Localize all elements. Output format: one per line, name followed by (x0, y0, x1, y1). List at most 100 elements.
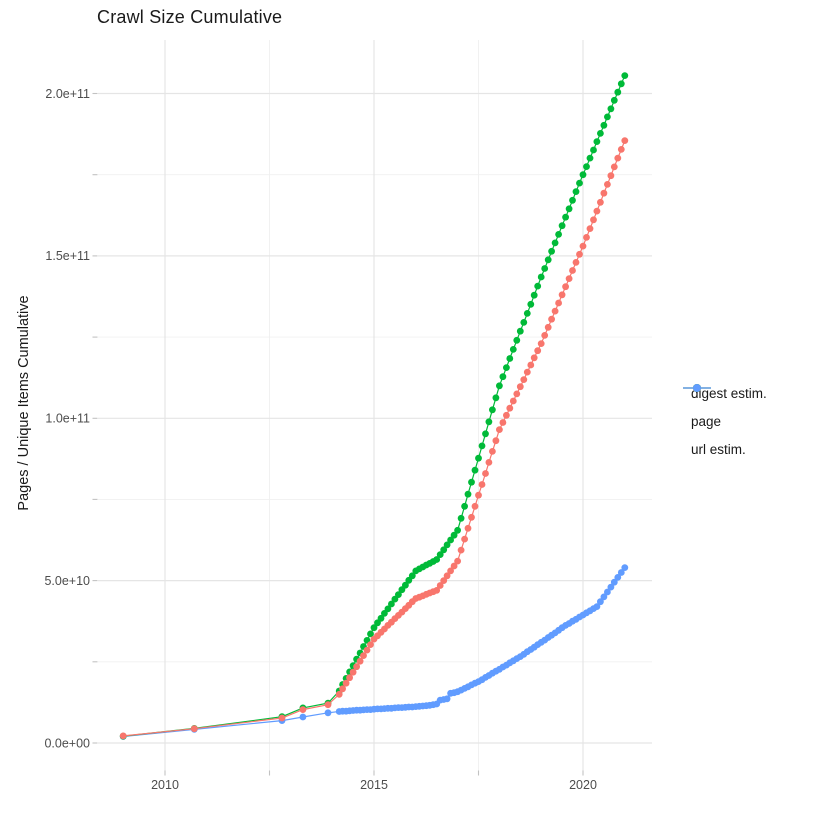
x-tick-label: 2020 (569, 778, 597, 792)
x-tick-label: 2010 (151, 778, 179, 792)
data-point (489, 406, 496, 414)
data-point (520, 319, 528, 326)
data-point (461, 535, 468, 543)
data-point (377, 614, 385, 622)
data-point (530, 354, 538, 362)
data-point (384, 605, 392, 613)
data-point (506, 404, 514, 412)
series-digest-estim (119, 137, 629, 740)
data-point (324, 701, 332, 709)
data-point (447, 536, 454, 544)
data-point (537, 340, 545, 347)
data-point (593, 138, 601, 146)
data-point (579, 242, 587, 250)
data-point (353, 663, 360, 671)
data-point (604, 181, 611, 188)
data-point (482, 430, 489, 438)
data-point (516, 327, 524, 335)
data-point (548, 247, 555, 255)
data-point (457, 546, 465, 554)
data-point (464, 524, 472, 532)
data-point (576, 250, 583, 258)
data-point (509, 346, 517, 353)
data-point (513, 390, 521, 398)
data-point (610, 163, 618, 171)
y-tick-label: 1.5e+11 (45, 249, 90, 263)
data-point (482, 470, 489, 477)
data-point (572, 188, 580, 196)
data-point (607, 172, 615, 180)
data-point (475, 454, 482, 462)
data-point (565, 205, 573, 213)
data-point (443, 572, 451, 580)
data-point (614, 154, 622, 162)
data-point (461, 502, 468, 510)
data-point (621, 137, 629, 145)
data-point (496, 426, 503, 433)
data-point (544, 323, 552, 331)
data-point (604, 588, 611, 596)
data-point (530, 291, 538, 299)
data-point (299, 706, 307, 713)
data-point (440, 546, 448, 554)
data-point (324, 709, 332, 717)
series-page (119, 72, 629, 740)
legend-label: digest estim. (691, 385, 767, 401)
data-point (600, 189, 608, 197)
data-point (485, 418, 493, 426)
data-point (590, 146, 597, 154)
data-point (604, 113, 611, 121)
data-point (485, 459, 493, 466)
data-point (555, 299, 562, 307)
data-point (600, 593, 608, 601)
series-points-url-estim (119, 564, 629, 740)
data-point (499, 419, 507, 426)
series-url-estim (119, 564, 629, 740)
data-point (471, 466, 479, 474)
data-point (520, 376, 528, 383)
data-point (509, 397, 517, 405)
data-point (555, 231, 562, 238)
data-point (367, 641, 374, 648)
chart-title: Crawl Size Cumulative (97, 7, 283, 27)
data-point (548, 315, 555, 323)
data-point (513, 336, 521, 344)
y-tick-label: 0.0e+00 (44, 736, 90, 750)
data-point (457, 514, 465, 522)
data-point (597, 598, 604, 606)
data-point (443, 541, 451, 549)
data-point (489, 448, 496, 455)
data-point (447, 567, 454, 575)
data-point (335, 690, 343, 698)
y-tick-label: 5.0e+10 (44, 574, 90, 588)
data-point (583, 234, 590, 241)
data-point (621, 564, 629, 571)
data-point (593, 603, 601, 610)
data-point (433, 587, 441, 594)
data-point (617, 146, 625, 153)
x-tick-label: 2015 (360, 778, 388, 792)
data-point (586, 225, 594, 233)
data-point (576, 179, 583, 187)
data-point (342, 679, 350, 687)
data-point (506, 355, 514, 362)
data-point (617, 80, 625, 88)
data-point (569, 196, 576, 204)
data-point (119, 732, 127, 740)
data-point (544, 256, 552, 264)
data-point (443, 695, 451, 703)
data-point (503, 364, 510, 371)
data-point (468, 513, 475, 521)
data-point (579, 171, 587, 179)
data-point (346, 674, 353, 682)
data-point (478, 442, 486, 450)
data-point (569, 267, 576, 274)
data-point (450, 531, 458, 539)
series-points-page (119, 72, 629, 740)
data-point (534, 282, 542, 290)
data-point (614, 574, 622, 581)
data-point (523, 368, 531, 376)
data-point (499, 373, 507, 381)
